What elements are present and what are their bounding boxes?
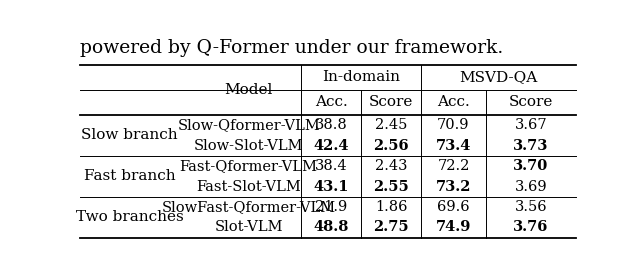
Text: 3.67: 3.67 (515, 118, 547, 132)
Text: powered by Q-Former under our framework.: powered by Q-Former under our framework. (80, 40, 503, 57)
Text: 2.56: 2.56 (373, 139, 409, 153)
Text: 3.70: 3.70 (513, 159, 548, 173)
Text: 3.73: 3.73 (513, 139, 548, 153)
Text: In-domain: In-domain (322, 70, 400, 84)
Text: Slot-VLM: Slot-VLM (214, 221, 283, 234)
Text: Two branches: Two branches (76, 210, 184, 224)
Text: Slow branch: Slow branch (81, 128, 178, 143)
Text: 48.8: 48.8 (314, 221, 349, 234)
Text: Score: Score (509, 96, 553, 109)
Text: 38.8: 38.8 (315, 118, 348, 132)
Text: 70.9: 70.9 (437, 118, 470, 132)
Text: 3.56: 3.56 (515, 200, 547, 214)
Text: Acc.: Acc. (315, 96, 348, 109)
Text: 72.2: 72.2 (437, 159, 470, 173)
Text: SlowFast-Qformer-VLM: SlowFast-Qformer-VLM (161, 200, 336, 214)
Text: 2.55: 2.55 (373, 179, 409, 194)
Text: 21.9: 21.9 (315, 200, 347, 214)
Text: Fast branch: Fast branch (84, 169, 175, 183)
Text: Score: Score (369, 96, 413, 109)
Text: MSVD-QA: MSVD-QA (460, 70, 538, 84)
Text: 43.1: 43.1 (313, 179, 349, 194)
Text: 2.43: 2.43 (375, 159, 408, 173)
Text: 73.4: 73.4 (436, 139, 471, 153)
Text: 42.4: 42.4 (313, 139, 349, 153)
Text: Fast-Qformer-VLM: Fast-Qformer-VLM (180, 159, 317, 173)
Text: 74.9: 74.9 (436, 221, 471, 234)
Text: 2.45: 2.45 (375, 118, 408, 132)
Text: 1.86: 1.86 (375, 200, 408, 214)
Text: 69.6: 69.6 (437, 200, 470, 214)
Text: 38.4: 38.4 (315, 159, 348, 173)
Text: 3.69: 3.69 (515, 179, 547, 194)
Text: 2.75: 2.75 (373, 221, 409, 234)
Text: Acc.: Acc. (437, 96, 470, 109)
Text: Fast-Slot-VLM: Fast-Slot-VLM (196, 179, 301, 194)
Text: 73.2: 73.2 (436, 179, 471, 194)
Text: 3.76: 3.76 (513, 221, 548, 234)
Text: Slow-Qformer-VLM: Slow-Qformer-VLM (177, 118, 320, 132)
Text: Slow-Slot-VLM: Slow-Slot-VLM (194, 139, 303, 153)
Text: Model: Model (225, 83, 273, 97)
